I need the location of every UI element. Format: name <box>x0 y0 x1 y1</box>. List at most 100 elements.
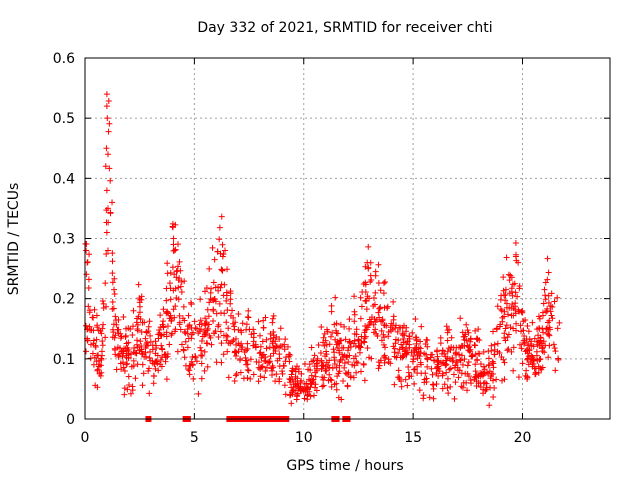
data-point <box>310 392 317 399</box>
data-point <box>392 325 399 332</box>
data-point <box>305 366 312 373</box>
data-point <box>365 265 372 272</box>
data-point <box>501 292 508 299</box>
data-point <box>552 367 559 374</box>
data-point <box>392 336 399 343</box>
data-point <box>103 250 110 257</box>
data-point <box>253 358 260 365</box>
data-point <box>144 342 151 349</box>
data-point <box>477 360 484 367</box>
data-point <box>472 368 479 375</box>
data-point <box>217 328 224 335</box>
data-point <box>277 325 284 332</box>
data-point <box>294 380 301 387</box>
data-point <box>372 289 379 296</box>
y-axis-label: SRMTID / TECUs <box>6 183 22 296</box>
data-point <box>178 278 185 285</box>
data-point <box>457 315 464 322</box>
data-point <box>245 307 252 314</box>
data-point <box>382 355 389 362</box>
data-point <box>467 335 474 342</box>
data-point <box>480 348 487 355</box>
data-point <box>528 352 535 359</box>
data-point <box>308 344 315 351</box>
data-point <box>123 361 130 368</box>
data-point <box>224 333 231 340</box>
data-point <box>444 384 451 391</box>
data-point <box>95 327 102 334</box>
data-point <box>157 331 164 338</box>
data-point <box>443 361 450 368</box>
data-point <box>87 355 94 362</box>
data-point <box>175 284 182 291</box>
data-point <box>434 363 441 370</box>
data-point <box>452 362 459 369</box>
data-point <box>243 326 250 333</box>
data-point <box>257 373 264 380</box>
data-point <box>439 347 446 354</box>
data-point <box>270 334 277 341</box>
data-point <box>548 290 555 297</box>
data-point <box>430 395 437 402</box>
data-point <box>223 332 230 339</box>
data-point <box>242 354 249 361</box>
data-point <box>111 290 118 297</box>
data-point <box>102 163 109 170</box>
data-point <box>380 280 387 287</box>
data-point <box>220 351 227 358</box>
data-point <box>150 380 157 387</box>
data-point <box>99 338 106 345</box>
data-point <box>177 283 184 290</box>
data-point <box>443 369 450 376</box>
data-point <box>90 337 97 344</box>
data-point <box>308 372 315 379</box>
data-point <box>508 348 515 355</box>
data-point <box>176 312 183 319</box>
data-point <box>118 348 125 355</box>
data-point <box>147 357 154 364</box>
data-point <box>244 340 251 347</box>
data-point <box>112 332 119 339</box>
data-point <box>123 352 130 359</box>
data-point <box>512 289 519 296</box>
data-point <box>439 385 446 392</box>
data-point <box>512 253 519 260</box>
data-point <box>556 319 563 326</box>
data-point <box>510 312 517 319</box>
data-point <box>237 369 244 376</box>
data-point <box>520 318 527 325</box>
data-point <box>238 329 245 336</box>
data-point <box>350 340 357 347</box>
data-point <box>204 325 211 332</box>
data-point <box>281 382 288 389</box>
data-point <box>376 362 383 369</box>
data-point <box>180 303 187 310</box>
data-point <box>99 325 106 332</box>
data-point <box>138 343 145 350</box>
data-point <box>155 367 162 374</box>
data-point <box>506 277 513 284</box>
data-point <box>199 352 206 359</box>
data-point <box>83 271 90 278</box>
data-point <box>103 103 110 110</box>
data-point <box>319 362 326 369</box>
data-point <box>339 356 346 363</box>
data-point <box>502 325 509 332</box>
data-point <box>328 377 335 384</box>
data-point <box>130 307 137 314</box>
data-point <box>451 395 458 402</box>
data-point <box>157 357 164 364</box>
data-point <box>125 339 132 346</box>
data-point <box>381 322 388 329</box>
data-point <box>378 337 385 344</box>
data-point <box>263 336 270 343</box>
data-point <box>519 307 526 314</box>
data-point <box>344 382 351 389</box>
data-point <box>225 374 232 381</box>
data-point <box>198 338 205 345</box>
data-point <box>176 258 183 265</box>
data-point <box>341 364 348 371</box>
data-point <box>406 344 413 351</box>
data-point <box>457 357 464 364</box>
data-point <box>454 367 461 374</box>
